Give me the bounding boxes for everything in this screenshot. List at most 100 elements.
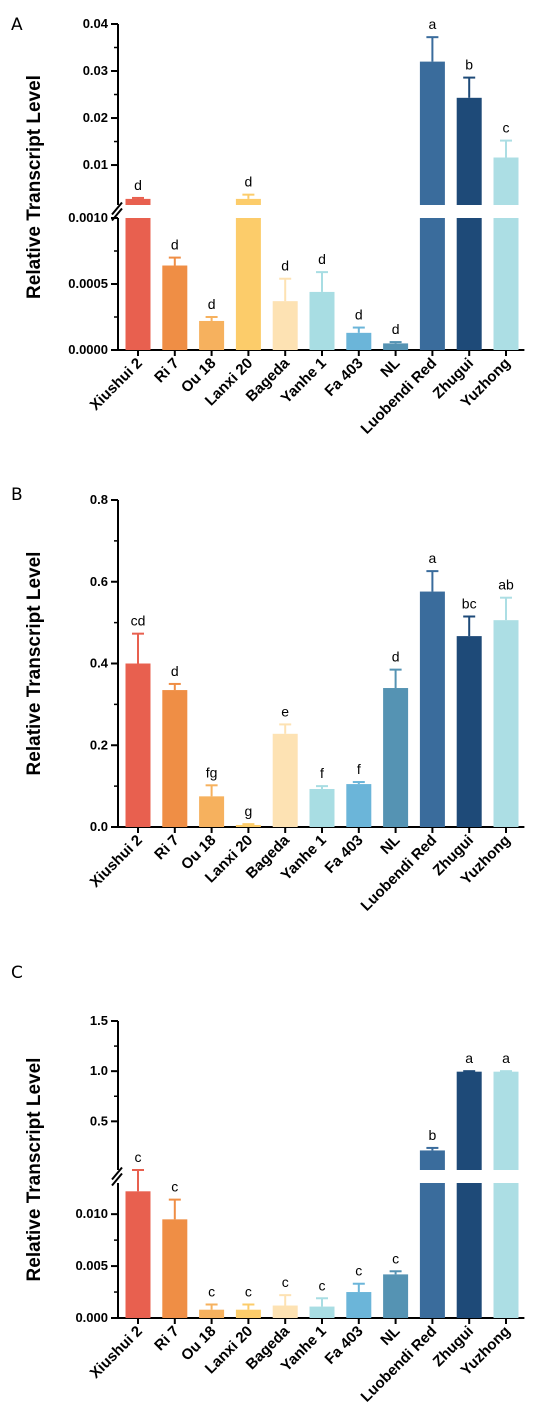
bar (309, 788, 335, 827)
y-tick-label: 0.8 (90, 492, 108, 507)
y-tick-label: 1.5 (90, 1013, 108, 1028)
significance-label: d (392, 649, 400, 665)
bar-break-gap (124, 205, 152, 218)
y-tick-label: 0.02 (83, 110, 108, 125)
x-tick-label: NL (377, 355, 403, 381)
significance-label: bc (462, 595, 477, 611)
bar (235, 824, 261, 827)
significance-label: f (357, 761, 361, 777)
bar (493, 157, 519, 350)
bar (272, 733, 298, 827)
significance-label: d (392, 321, 400, 337)
x-tick-label: Xiushui 2 (87, 1323, 146, 1382)
chart-panel-a: A 0.01 0.02 0.03 0.04 0.0000 0.0005 0.0010 Relat… (11, 15, 525, 438)
x-tick-label: NL (377, 1323, 403, 1349)
x-tick-label: Xiushui 2 (87, 832, 146, 891)
significance-label: c (282, 1274, 289, 1290)
significance-label: g (245, 803, 253, 819)
bar-break-gap (455, 205, 483, 218)
significance-label: c (171, 1179, 178, 1195)
bar (199, 320, 225, 350)
bar (493, 1071, 519, 1318)
bar (125, 1191, 151, 1318)
bar-break-gap (418, 205, 446, 218)
significance-label: b (429, 1127, 437, 1143)
y-tick-label: 0.5 (90, 1113, 108, 1128)
bar (235, 198, 261, 350)
bar (272, 301, 298, 350)
significance-label: b (465, 57, 473, 73)
significance-label: d (171, 663, 179, 679)
x-tick-label: Ri 7 (151, 355, 182, 386)
significance-label: c (392, 1250, 399, 1266)
bar (346, 784, 372, 827)
bar (383, 1274, 409, 1318)
significance-label: a (429, 16, 437, 32)
x-tick-label: Fa 403 (322, 832, 367, 877)
y-tick-label: 0.2 (90, 737, 108, 752)
x-tick-label: Ri 7 (151, 1323, 182, 1354)
y-tick-label: 0.000 (75, 1310, 108, 1325)
bar-break-gap (234, 205, 262, 218)
significance-label: ab (498, 577, 514, 593)
axis-break-mark (111, 1166, 123, 1181)
bar (309, 291, 335, 350)
y-tick-label: 0.01 (83, 157, 108, 172)
significance-label: d (281, 258, 289, 274)
significance-label: fg (206, 764, 218, 780)
significance-label: c (245, 1284, 252, 1300)
y-tick-label: 0.4 (90, 656, 109, 671)
significance-label: d (355, 307, 363, 323)
bar (162, 690, 188, 827)
x-tick-label: NL (377, 832, 403, 858)
significance-label: d (318, 251, 326, 267)
significance-label: d (171, 237, 179, 253)
bar (493, 620, 519, 827)
significance-label: a (502, 1050, 510, 1066)
y-axis-label: Relative Transcript Level (24, 552, 45, 776)
y-tick-label: 0.03 (83, 63, 108, 78)
bar-break-gap (492, 205, 520, 218)
significance-label: cd (131, 613, 146, 629)
bar (346, 332, 372, 350)
significance-label: d (245, 174, 253, 190)
bar (125, 198, 151, 350)
x-tick-label: Xiushui 2 (87, 355, 146, 414)
bar (162, 265, 188, 350)
bar (456, 636, 482, 827)
bar (272, 1305, 298, 1318)
y-tick-label: 0.04 (83, 16, 109, 31)
bar (235, 1309, 261, 1318)
y-tick-label: 0.0005 (68, 276, 108, 291)
significance-label: f (320, 765, 324, 781)
y-axis-label: Relative Transcript Level (24, 1058, 45, 1282)
bar (383, 343, 409, 350)
bar (162, 1219, 188, 1318)
y-tick-label: 0.0 (90, 819, 108, 834)
significance-label: d (208, 296, 216, 312)
y-tick-label: 0.0010 (68, 210, 108, 225)
y-axis-label: Relative Transcript Level (24, 75, 45, 299)
bar-break-gap (492, 1170, 520, 1183)
x-tick-label: Fa 403 (322, 1323, 367, 1368)
y-tick-label: 0.0000 (68, 342, 108, 357)
panel-label: B (11, 485, 23, 505)
bar-break-gap (455, 1170, 483, 1183)
bar (346, 1292, 372, 1318)
bar (199, 796, 225, 827)
significance-label: c (319, 1277, 326, 1293)
y-tick-label: 0.010 (75, 1206, 108, 1221)
bar (199, 1309, 225, 1318)
significance-label: e (281, 703, 289, 719)
chart-panel-c: C 0.5 1.0 1.5 0.000 0.005 0.010 Relative Transc… (11, 963, 525, 1406)
significance-label: c (208, 1284, 215, 1300)
bar (456, 97, 482, 350)
bar-break-gap (418, 1170, 446, 1183)
significance-label: c (355, 1263, 362, 1279)
bar (456, 1071, 482, 1318)
bar (419, 591, 445, 827)
significance-label: c (503, 120, 510, 136)
chart-panel-b: B 0.0 0.2 0.4 0.6 0.8 Relative Transcript Leve… (11, 485, 525, 915)
y-tick-label: 0.005 (75, 1258, 108, 1273)
